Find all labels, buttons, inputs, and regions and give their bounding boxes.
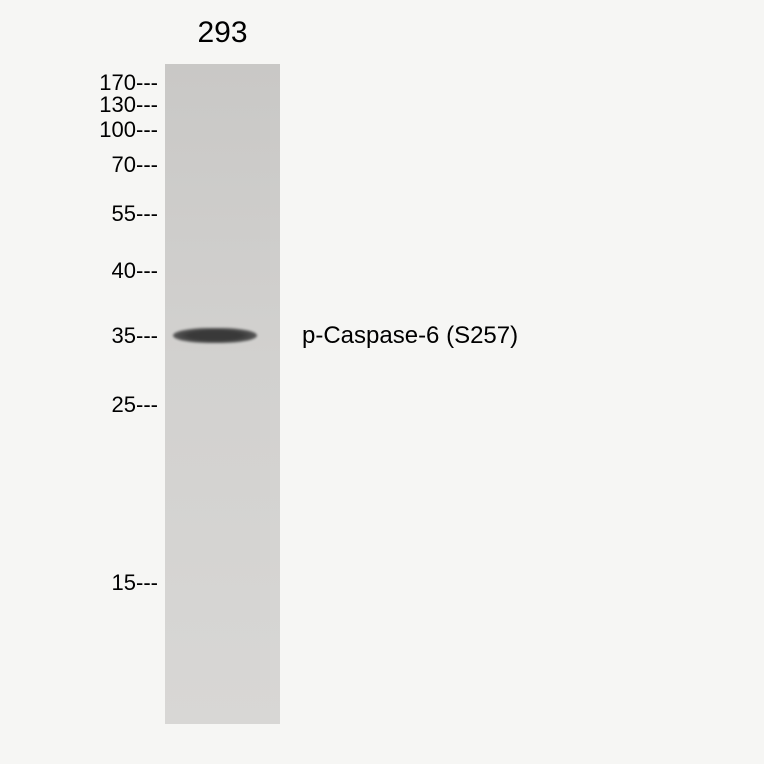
- mw-marker-dash: ---: [136, 92, 158, 117]
- mw-marker-dash: ---: [136, 570, 158, 595]
- target-label: p-Caspase-6 (S257): [302, 322, 518, 350]
- mw-marker: 130---: [99, 92, 158, 118]
- mw-marker: 35---: [112, 323, 158, 349]
- mw-marker-dash: ---: [136, 323, 158, 348]
- mw-marker-dash: ---: [136, 117, 158, 142]
- target-band: [173, 328, 257, 343]
- blot-lane: [165, 64, 280, 724]
- mw-marker: 70---: [112, 152, 158, 178]
- mw-marker: 40---: [112, 258, 158, 284]
- mw-marker-dash: ---: [136, 392, 158, 417]
- mw-marker: 100---: [99, 117, 158, 143]
- mw-marker: 55---: [112, 201, 158, 227]
- lane-label: 293: [165, 16, 280, 50]
- blot-figure: 293170---130---100---70---55---40---35--…: [0, 0, 764, 764]
- mw-marker-dash: ---: [136, 152, 158, 177]
- mw-marker-dash: ---: [136, 201, 158, 226]
- mw-marker: 25---: [112, 392, 158, 418]
- mw-marker-dash: ---: [136, 258, 158, 283]
- mw-marker: 15---: [112, 570, 158, 596]
